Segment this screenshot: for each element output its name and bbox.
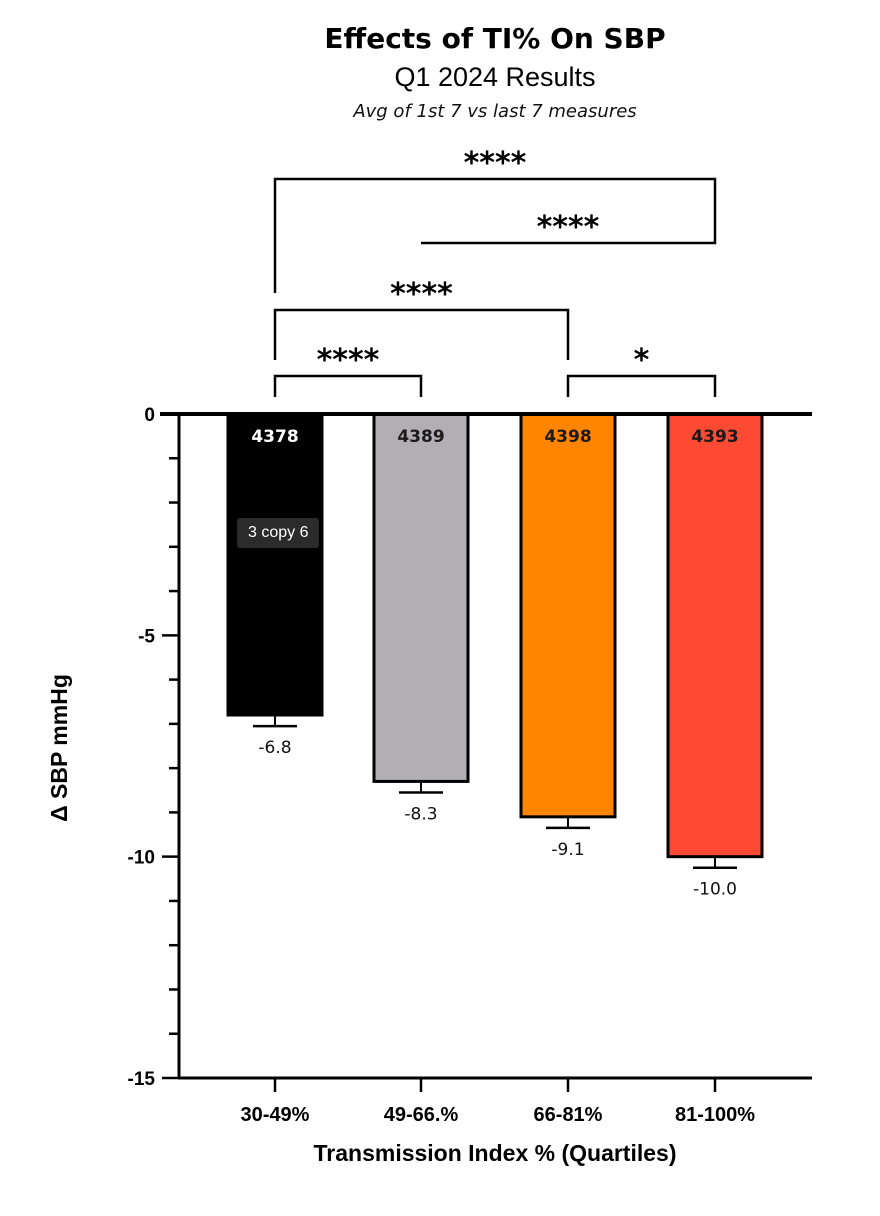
- bracket-1: [421, 226, 717, 245]
- n-label-1: 4389: [397, 427, 444, 447]
- y-axis-label: Δ SBP mmHg: [46, 674, 72, 822]
- y-tick-label: 0: [144, 405, 155, 426]
- x-tick-label-2: 66-81%: [534, 1104, 603, 1126]
- y-tick-label: -5: [138, 626, 155, 647]
- significance-brackets: **************** *: [273, 146, 717, 397]
- y-tick-label: -15: [128, 1069, 156, 1090]
- sig-label-1: ****: [537, 210, 600, 245]
- x-axis-label: Transmission Index % (Quartiles): [314, 1140, 677, 1166]
- n-label-2: 4398: [544, 427, 591, 447]
- n-label-3: 4393: [691, 427, 738, 447]
- value-label-2: -9.1: [551, 840, 584, 860]
- value-label-0: -6.8: [258, 738, 291, 758]
- bar-3: [666, 412, 764, 859]
- bar-1: [372, 412, 470, 783]
- x-tick-label-1: 49-66.%: [384, 1104, 459, 1126]
- sig-label-2: ****: [390, 277, 453, 312]
- value-label-1: -8.3: [404, 804, 437, 824]
- n-label-0: 4378: [251, 427, 298, 447]
- chart-title: Effects of TI% On SBP: [324, 22, 666, 55]
- x-tick-label-3: 81-100%: [675, 1104, 755, 1126]
- sig-label-3: ****: [317, 343, 380, 378]
- bars-layer: -6.8 4378 -8.3 4389 -9.1 4398 -10.0 4393: [226, 412, 764, 900]
- bracket-3: [273, 374, 423, 397]
- tooltip: 3 copy 6: [237, 518, 320, 548]
- y-tick-label: -10: [128, 848, 155, 869]
- bracket-0: [273, 177, 717, 293]
- axes: 0 -5 -10 -15 30-49% 49-66.% 66-81% 81-100%: [128, 405, 812, 1126]
- chart-note: Avg of 1st 7 vs last 7 measures: [353, 101, 637, 122]
- bracket-4: [566, 374, 717, 397]
- bar-2: [519, 412, 617, 819]
- value-label-3: -10.0: [693, 880, 737, 900]
- chart-subtitle: Q1 2024 Results: [394, 62, 596, 92]
- bracket-2: [273, 308, 570, 360]
- sig-label-0: ****: [464, 146, 527, 181]
- x-tick-label-0: 30-49%: [241, 1104, 310, 1126]
- bar-0: [226, 412, 324, 717]
- sig-label-4: *: [634, 343, 650, 378]
